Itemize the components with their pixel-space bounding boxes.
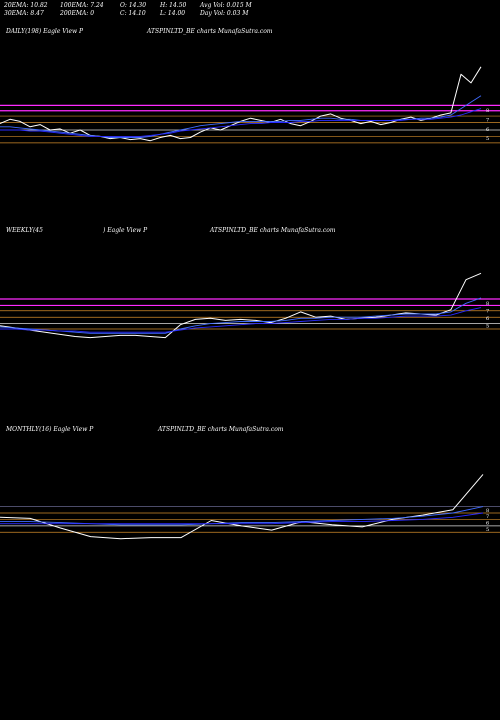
header-ema20: 20EMA: 10.82: [3, 2, 48, 9]
weekly-panel-source: ATSPINLTD_BE charts MunafaSutra.com: [209, 227, 336, 234]
header-high: H: 14.50: [159, 2, 187, 9]
header-close: C: 14.10: [120, 10, 146, 17]
daily-panel-source: ATSPINLTD_BE charts MunafaSutra.com: [146, 28, 273, 35]
weekly-price-line: [0, 272, 482, 339]
monthly-level-label: 5: [486, 527, 489, 533]
daily-ema-slow-line: [0, 108, 482, 137]
daily-level-label: 8: [486, 108, 489, 114]
weekly-ema-fast-line: [0, 297, 482, 334]
header-day-vol: Day Vol: 0.03 M: [199, 10, 249, 17]
monthly-panel-title: MONTHLY(16) Eagle View P: [5, 426, 94, 433]
daily-ema-fast-line: [0, 95, 482, 138]
monthly-level-label: 6: [486, 521, 489, 527]
daily-chart-panel: 8 7 6 5: [0, 66, 500, 144]
header-avg-vol: Avg Vol: 0.015 M: [199, 2, 253, 9]
daily-panel-title: DAILY(198) Eagle View P: [5, 28, 84, 35]
daily-level-label: 5: [486, 136, 489, 142]
monthly-ema-slow-line: [0, 512, 484, 525]
weekly-ema-slow-line: [0, 307, 482, 333]
weekly-level-label: 8: [486, 301, 489, 307]
header-ema100: 100EMA: 7.24: [60, 2, 104, 9]
weekly-panel-title: WEEKLY(45: [6, 227, 43, 234]
monthly-level-label: 7: [486, 514, 489, 520]
weekly-panel-title-suffix: ) Eagle View P: [102, 227, 148, 234]
monthly-level-label: 8: [486, 508, 489, 514]
daily-level-label: 6: [486, 127, 489, 133]
header-open: O: 14.30: [120, 2, 146, 9]
weekly-level-label: 6: [486, 316, 489, 322]
weekly-chart-panel: 87 65: [0, 272, 500, 339]
weekly-level-label: 5: [486, 323, 489, 329]
header-ema200: 200EMA: 0: [59, 10, 94, 17]
monthly-panel-source: ATSPINLTD_BE charts MunafaSutra.com: [157, 426, 284, 433]
header-ema30: 30EMA: 8.47: [4, 10, 44, 17]
header-low: L: 14.00: [159, 10, 185, 17]
daily-level-label: 7: [486, 117, 489, 123]
weekly-level-label: 7: [486, 308, 489, 314]
